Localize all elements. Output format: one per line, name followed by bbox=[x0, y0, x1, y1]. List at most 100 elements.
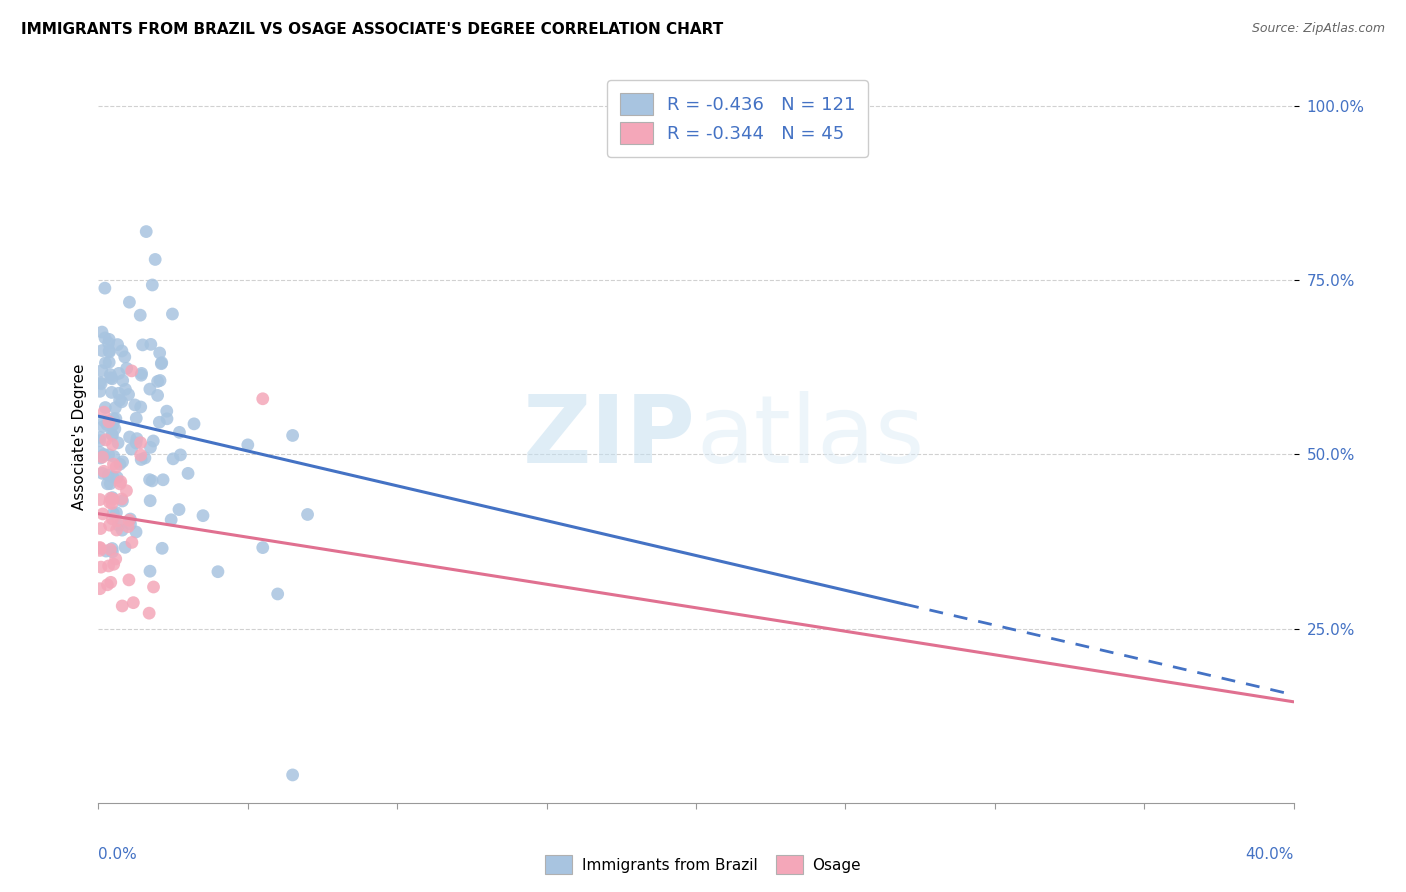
Point bbox=[91, 450, 114, 464]
Point bbox=[91, 343, 114, 358]
Point bbox=[101, 417, 124, 432]
Point bbox=[91, 419, 114, 434]
Point bbox=[111, 494, 134, 508]
Point bbox=[117, 387, 139, 401]
Point bbox=[121, 364, 143, 378]
Point bbox=[150, 357, 173, 371]
Point bbox=[105, 506, 128, 520]
Point bbox=[122, 596, 145, 610]
Point bbox=[93, 447, 115, 461]
Text: 0.0%: 0.0% bbox=[98, 847, 138, 862]
Point bbox=[89, 450, 111, 465]
Point bbox=[111, 491, 134, 506]
Point bbox=[169, 425, 191, 440]
Point bbox=[143, 252, 166, 267]
Point bbox=[103, 411, 125, 425]
Point bbox=[96, 578, 118, 592]
Point bbox=[105, 460, 128, 475]
Point bbox=[103, 558, 125, 572]
Point bbox=[121, 535, 143, 549]
Point bbox=[100, 371, 122, 385]
Point bbox=[98, 368, 121, 382]
Point bbox=[120, 517, 142, 532]
Point bbox=[149, 374, 172, 388]
Point bbox=[115, 483, 138, 498]
Point bbox=[146, 375, 169, 389]
Point bbox=[297, 508, 319, 522]
Point bbox=[111, 523, 134, 537]
Point bbox=[90, 376, 112, 391]
Point bbox=[110, 475, 132, 489]
Point bbox=[100, 491, 122, 506]
Point bbox=[129, 308, 152, 322]
Point bbox=[129, 368, 152, 383]
Point bbox=[94, 331, 117, 345]
Point bbox=[104, 552, 127, 566]
Point bbox=[97, 415, 120, 429]
Point bbox=[118, 430, 141, 444]
Legend: R = -0.436   N = 121, R = -0.344   N = 45: R = -0.436 N = 121, R = -0.344 N = 45 bbox=[607, 80, 868, 157]
Point bbox=[108, 367, 131, 381]
Text: Source: ZipAtlas.com: Source: ZipAtlas.com bbox=[1251, 22, 1385, 36]
Point bbox=[142, 434, 165, 448]
Text: atlas: atlas bbox=[696, 391, 924, 483]
Point bbox=[93, 464, 115, 478]
Point bbox=[129, 452, 152, 467]
Text: IMMIGRANTS FROM BRAZIL VS OSAGE ASSOCIATE'S DEGREE CORRELATION CHART: IMMIGRANTS FROM BRAZIL VS OSAGE ASSOCIAT… bbox=[21, 22, 723, 37]
Point bbox=[141, 474, 163, 488]
Point bbox=[89, 541, 111, 556]
Point bbox=[98, 542, 121, 557]
Point bbox=[236, 438, 259, 452]
Point bbox=[103, 506, 125, 520]
Point bbox=[96, 476, 118, 491]
Point bbox=[129, 400, 152, 414]
Point bbox=[129, 448, 152, 462]
Point bbox=[96, 417, 118, 432]
Point bbox=[98, 355, 121, 369]
Point bbox=[142, 580, 165, 594]
Point bbox=[89, 384, 111, 399]
Point bbox=[139, 382, 162, 396]
Point bbox=[101, 491, 124, 506]
Point bbox=[105, 470, 128, 484]
Point bbox=[97, 448, 120, 462]
Point bbox=[138, 473, 160, 487]
Point bbox=[107, 514, 129, 528]
Point bbox=[125, 432, 148, 446]
Point bbox=[89, 376, 111, 390]
Point bbox=[114, 382, 136, 396]
Point bbox=[101, 491, 124, 505]
Point bbox=[101, 512, 124, 526]
Point bbox=[120, 512, 142, 526]
Point bbox=[139, 337, 162, 351]
Point bbox=[94, 281, 117, 295]
Point bbox=[90, 522, 112, 536]
Point bbox=[94, 433, 117, 447]
Point bbox=[252, 392, 274, 406]
Point bbox=[148, 415, 170, 429]
Point bbox=[139, 441, 162, 455]
Point bbox=[107, 435, 129, 450]
Point bbox=[118, 573, 141, 587]
Point bbox=[117, 519, 139, 533]
Point bbox=[94, 356, 117, 370]
Point bbox=[156, 404, 179, 418]
Point bbox=[91, 325, 114, 339]
Point bbox=[105, 523, 128, 537]
Point bbox=[150, 541, 173, 556]
Point bbox=[121, 442, 143, 456]
Point bbox=[141, 277, 163, 292]
Point bbox=[97, 468, 120, 483]
Point bbox=[207, 565, 229, 579]
Point bbox=[104, 422, 127, 436]
Point bbox=[152, 473, 174, 487]
Point bbox=[111, 599, 134, 613]
Point bbox=[114, 541, 136, 555]
Point bbox=[91, 507, 114, 521]
Point bbox=[97, 336, 120, 351]
Point bbox=[156, 411, 179, 425]
Point bbox=[191, 508, 214, 523]
Point bbox=[103, 457, 125, 471]
Point bbox=[252, 541, 274, 555]
Point bbox=[90, 560, 112, 574]
